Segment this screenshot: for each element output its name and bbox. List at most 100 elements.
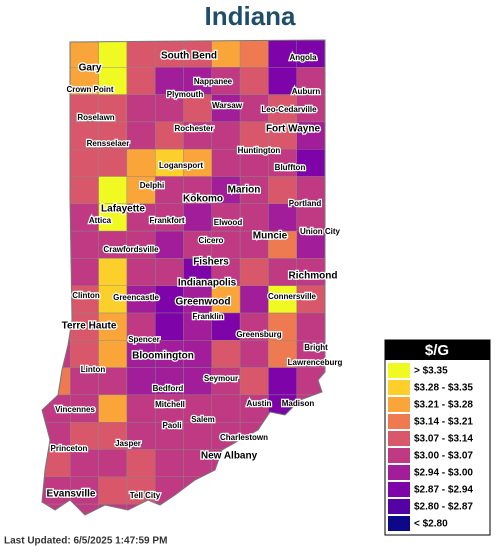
city-label: Plymouth: [167, 90, 204, 99]
legend-label: $3.00 - $3.07: [414, 451, 473, 462]
county: [211, 476, 241, 505]
county: [154, 40, 184, 68]
city-label: Greensburg: [236, 330, 281, 339]
city-label: Bluffton: [275, 163, 306, 172]
county: [70, 449, 99, 477]
city-label: Evansville: [47, 489, 96, 500]
city-label: Crawfordsville: [103, 245, 159, 254]
legend-label: $2.94 - $3.00: [414, 468, 473, 479]
county: [154, 148, 184, 177]
county: [42, 503, 71, 515]
county: [42, 367, 71, 396]
county: [98, 258, 128, 286]
county: [268, 230, 297, 259]
city-label: Charlestown: [220, 433, 268, 442]
city-label: Nappanee: [194, 77, 233, 86]
city-label: Indianapolis: [178, 278, 237, 289]
city-labels: Gary Crown Point South Bend Angola Nappanee A…: [45, 49, 343, 501]
county: [42, 203, 71, 232]
legend-swatch: [388, 499, 410, 514]
county: [154, 312, 184, 341]
county: [70, 148, 99, 177]
county: [183, 394, 212, 423]
county: [126, 449, 156, 477]
county: [268, 340, 297, 368]
county: [70, 230, 99, 259]
county: [70, 476, 99, 505]
city-label: Leo-Cedarville: [261, 105, 317, 114]
county: [296, 148, 325, 177]
county: [154, 67, 184, 95]
county: [98, 285, 128, 314]
city-label: Attica: [89, 216, 112, 225]
legend-swatch: [388, 397, 410, 412]
county: [98, 176, 128, 204]
city-label: Jasper: [115, 439, 141, 448]
legend-swatch: [388, 414, 410, 429]
city-label: Angola: [289, 53, 317, 62]
county: [268, 94, 297, 123]
city-label: Terre Haute: [62, 321, 117, 332]
county: [126, 203, 156, 232]
city-label: Elwood: [214, 218, 243, 227]
county: [211, 230, 241, 259]
legend-swatch: [388, 431, 410, 446]
county: [183, 203, 212, 232]
county: [211, 367, 241, 396]
county: [268, 67, 297, 95]
county: [296, 230, 325, 259]
county: [42, 285, 71, 314]
city-label: Roselawn: [77, 113, 114, 122]
county: [126, 285, 156, 314]
county: [268, 367, 297, 396]
county: [98, 312, 128, 341]
county: [98, 476, 128, 505]
city-label: Greenwood: [175, 297, 230, 308]
city-label: Cicero: [199, 236, 224, 245]
county: [154, 422, 184, 450]
county: [239, 503, 269, 515]
county: [239, 148, 269, 177]
county: [268, 422, 297, 450]
county: [70, 422, 99, 450]
city-label: Clinton: [72, 291, 100, 300]
county: [239, 394, 269, 423]
city-label: Marion: [228, 185, 261, 196]
city-label: Rensselaer: [87, 139, 130, 148]
county: [211, 340, 241, 368]
county: [296, 476, 325, 505]
county: [98, 148, 128, 177]
county: [296, 312, 325, 341]
county: [98, 394, 128, 423]
county: [70, 121, 99, 150]
county: [126, 94, 156, 123]
county: [70, 258, 99, 286]
city-label: Spencer: [128, 335, 160, 344]
county: [296, 40, 325, 68]
county: [42, 94, 71, 123]
county: [296, 203, 325, 232]
city-label: Princeton: [51, 444, 88, 453]
county: [98, 121, 128, 150]
county: [154, 258, 184, 286]
legend-header: [385, 340, 490, 360]
city-label: Fort Wayne: [266, 124, 321, 135]
county: [98, 367, 128, 396]
county: [211, 203, 241, 232]
county: [183, 230, 212, 259]
city-label: Logansport: [159, 161, 203, 170]
city-label: Paoli: [162, 421, 181, 430]
county: [154, 394, 184, 423]
county: [296, 449, 325, 477]
city-label: Auburn: [292, 87, 321, 96]
city-label: Gary: [79, 63, 102, 74]
county: [154, 230, 184, 259]
county: [70, 94, 99, 123]
legend-label: $3.28 - $3.35: [414, 383, 473, 394]
legend-label: $3.07 - $3.14: [414, 434, 473, 445]
county: [126, 40, 156, 68]
county: [98, 203, 128, 232]
county: [211, 394, 241, 423]
county: [154, 340, 184, 368]
city-label: Delphi: [140, 181, 164, 190]
